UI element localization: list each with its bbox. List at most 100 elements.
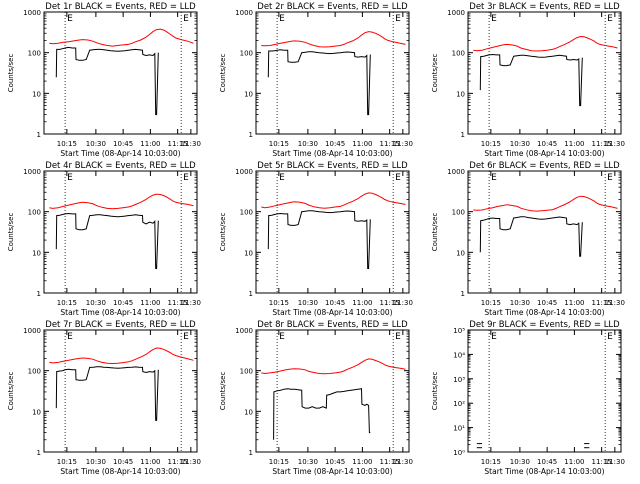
x-tick-label: 11:30: [393, 140, 413, 148]
y-tick-label: 1000: [447, 9, 465, 17]
chart-panel-2: Det 2r BLACK = Events, RED = LLD Counts/s…: [219, 2, 413, 158]
y-axis-label: Counts/sec: [7, 372, 15, 411]
event-marker: E: [183, 173, 189, 183]
chart-panel-8: Det 8r BLACK = Events, RED = LLD Counts/s…: [219, 320, 413, 476]
x-tick-label: 11:00: [564, 299, 584, 307]
series-line-2: [55, 46, 159, 116]
series-line-1: [473, 35, 618, 52]
x-tick-label: 10:45: [325, 299, 345, 307]
y-axis-label: Counts/sec: [7, 54, 15, 93]
y-tick-label: 100: [240, 209, 253, 217]
y-tick-label: 1000: [235, 9, 253, 17]
event-marker: E: [491, 332, 497, 342]
y-tick-label: 1000: [447, 168, 465, 176]
x-axis-label: Start Time (08-Apr-14 10:03:00): [60, 149, 180, 158]
x-tick-label: 10:45: [113, 299, 133, 307]
x-tick-label: 11:15: [592, 299, 612, 307]
chart-title: Det 9r BLACK = Events, RED = LLD: [469, 320, 620, 330]
x-tick-label: 10:45: [537, 458, 557, 466]
y-tick-label: 10: [456, 249, 465, 257]
series-line-1: [473, 195, 618, 212]
series-line-1: [49, 28, 194, 47]
series-line-2: [55, 212, 159, 269]
x-tick-label: 11:30: [181, 140, 201, 148]
event-marker: E: [279, 14, 285, 24]
x-axis-label: Start Time (08-Apr-14 10:03:00): [484, 467, 604, 476]
x-tick-label: 10:45: [325, 458, 345, 466]
y-tick-label: 1000: [23, 168, 41, 176]
x-tick-label: 10:30: [298, 458, 318, 466]
x-axis-label: Start Time (08-Apr-14 10:03:00): [484, 149, 604, 158]
plot-frame: [43, 170, 198, 294]
y-tick-label: 1: [249, 131, 253, 139]
event-marker: E: [183, 14, 189, 24]
x-tick-label: 10:30: [510, 140, 530, 148]
y-tick-label: 10²: [453, 400, 465, 408]
y-tick-label: 10: [32, 90, 41, 98]
x-tick-label: 11:15: [168, 458, 188, 466]
y-tick-label: 10: [32, 249, 41, 257]
x-axis-label: Start Time (08-Apr-14 10:03:00): [272, 149, 392, 158]
y-tick-label: 10⁰: [453, 449, 465, 457]
x-tick-label: 10:30: [510, 299, 530, 307]
y-tick-label: 100: [28, 209, 41, 217]
event-marker: E: [395, 173, 401, 183]
plot-frame: [255, 11, 410, 135]
chart-panel-7: Det 7r BLACK = Events, RED = LLD Counts/s…: [7, 320, 201, 476]
y-tick-label: 10¹: [453, 425, 465, 433]
x-tick-label: 11:15: [592, 458, 612, 466]
x-tick-label: 10:15: [57, 299, 77, 307]
x-tick-label: 10:30: [86, 458, 106, 466]
x-tick-label: 10:30: [86, 299, 106, 307]
x-tick-label: 10:45: [537, 140, 557, 148]
event-marker: E: [67, 332, 73, 342]
event-marker: E: [67, 173, 73, 183]
y-axis-label: Counts/sec: [219, 54, 227, 93]
y-tick-label: 10³: [453, 376, 465, 384]
x-tick-label: 11:00: [352, 140, 372, 148]
x-tick-label: 11:00: [352, 458, 372, 466]
event-marker: E: [183, 332, 189, 342]
chart-panel-1: Det 1r BLACK = Events, RED = LLD Counts/s…: [7, 2, 201, 158]
x-tick-label: 10:45: [537, 299, 557, 307]
x-axis-label: Start Time (08-Apr-14 10:03:00): [60, 308, 180, 317]
x-tick-label: 10:15: [269, 299, 289, 307]
y-tick-label: 10: [32, 408, 41, 416]
x-tick-label: 11:30: [181, 458, 201, 466]
x-axis-label: Start Time (08-Apr-14 10:03:00): [272, 467, 392, 476]
x-tick-label: 10:15: [269, 140, 289, 148]
x-tick-label: 10:30: [510, 458, 530, 466]
y-tick-label: 100: [240, 50, 253, 58]
y-tick-label: 100: [28, 368, 41, 376]
x-tick-label: 10:15: [481, 299, 501, 307]
x-axis-label: Start Time (08-Apr-14 10:03:00): [484, 308, 604, 317]
series-line-2: [273, 388, 371, 440]
series-line-1: [261, 358, 406, 375]
y-tick-label: 100: [28, 50, 41, 58]
y-tick-label: 10: [456, 90, 465, 98]
plot-frame: [467, 11, 622, 135]
x-tick-label: 10:45: [325, 140, 345, 148]
chart-panel-4: Det 4r BLACK = Events, RED = LLD Counts/s…: [7, 161, 201, 317]
event-marker: E: [67, 14, 73, 24]
y-tick-label: 100: [452, 50, 465, 58]
plot-frame: [43, 11, 198, 135]
y-tick-label: 1: [37, 449, 41, 457]
x-tick-label: 11:15: [380, 299, 400, 307]
y-tick-label: 100: [452, 209, 465, 217]
y-axis-label: Counts/sec: [431, 213, 439, 252]
x-tick-label: 10:45: [113, 140, 133, 148]
chart-panel-5: Det 5r BLACK = Events, RED = LLD Counts/s…: [219, 161, 413, 317]
plot-frame: [467, 170, 622, 294]
y-tick-label: 1: [37, 131, 41, 139]
y-axis-label: Counts/sec: [431, 372, 439, 411]
y-axis-label: Counts/sec: [7, 213, 15, 252]
plot-frame: [255, 170, 410, 294]
chart-title: Det 5r BLACK = Events, RED = LLD: [257, 161, 408, 171]
event-marker: E: [491, 14, 497, 24]
series-line-1: [49, 193, 194, 210]
x-tick-label: 11:00: [140, 299, 160, 307]
chart-title: Det 4r BLACK = Events, RED = LLD: [45, 161, 196, 171]
x-tick-label: 11:30: [393, 458, 413, 466]
